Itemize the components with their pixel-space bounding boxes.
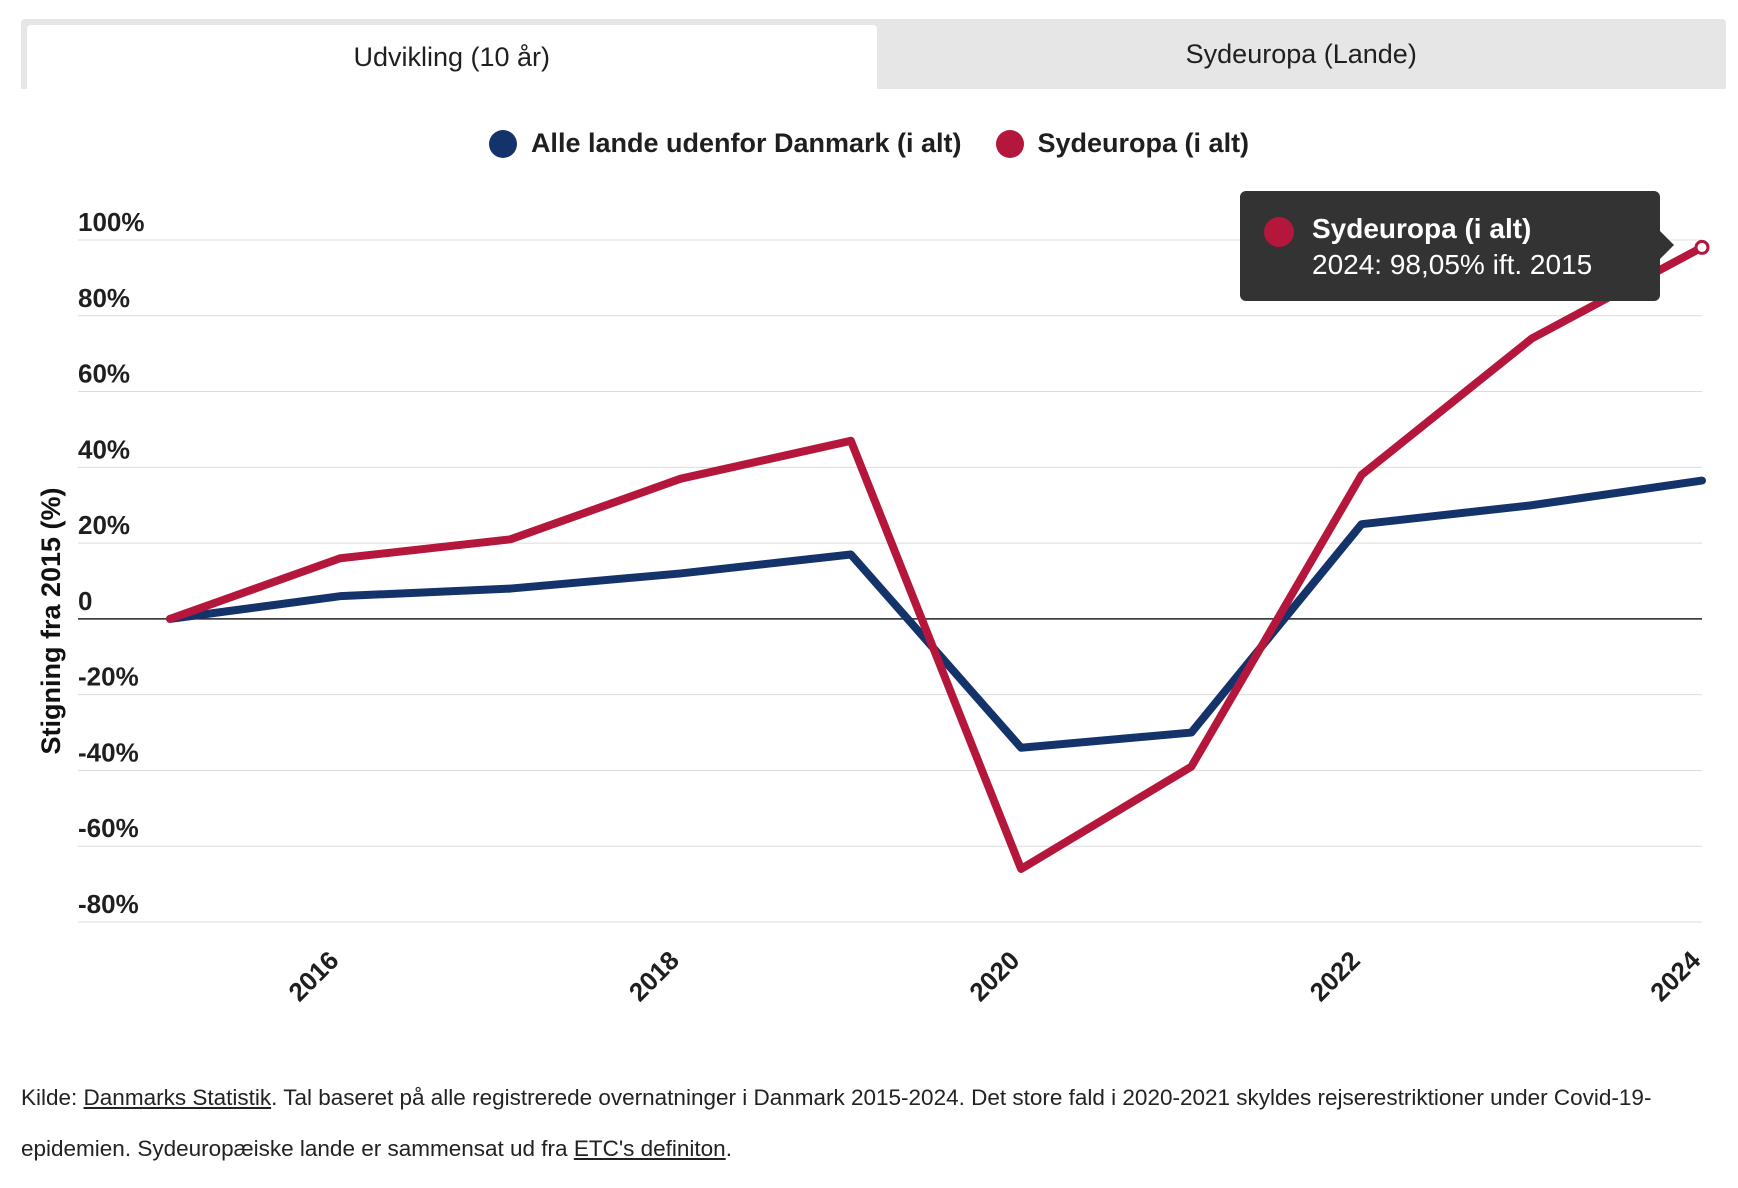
danmarks-statistik-link[interactable]: Danmarks Statistik: [83, 1085, 272, 1110]
chart-legend: Alle lande udenfor Danmark (i alt) Sydeu…: [0, 128, 1738, 159]
legend-label-alle-lande: Alle lande udenfor Danmark (i alt): [530, 128, 962, 158]
source-text: . Tal baseret på alle registrerede overn…: [21, 1085, 1652, 1161]
highlighted-point[interactable]: [1694, 239, 1710, 255]
chart-series: [166, 239, 1710, 873]
tab-bar: Udvikling (10 år) Sydeuropa (Lande): [21, 19, 1726, 89]
x-tick-label: 2018: [623, 945, 685, 1007]
y-tick-label: -80%: [78, 889, 139, 919]
legend-marker-sydeuropa: [995, 129, 1024, 158]
legend-label-sydeuropa: Sydeuropa (i alt): [1037, 128, 1250, 158]
y-axis-title: Stigning fra 2015 (%): [36, 487, 66, 754]
y-axis-ticks: 100% 80% 60% 40% 20% 0 -20% -40% -60% -80%: [78, 207, 145, 919]
source-note: Kilde: Danmarks Statistik. Tal baseret p…: [21, 1072, 1721, 1174]
legend-marker-alle-lande: [488, 129, 517, 158]
etc-definition-link[interactable]: ETC's definiton: [573, 1136, 726, 1161]
tab-sydeuropa-lande[interactable]: Sydeuropa (Lande): [1185, 38, 1417, 69]
y-tick-label: 80%: [78, 283, 130, 313]
source-prefix: Kilde:: [21, 1085, 84, 1110]
series-line-sydeuropa[interactable]: [166, 243, 1706, 873]
tooltip-marker: [1264, 217, 1294, 247]
y-tick-label: -20%: [78, 662, 139, 692]
x-tick-label: 2020: [963, 945, 1025, 1007]
y-tick-label: 100%: [78, 207, 145, 237]
legend-item-sydeuropa[interactable]: Sydeuropa (i alt): [995, 128, 1250, 159]
chart-tooltip: Sydeuropa (i alt) 2024: 98,05% ift. 2015: [1240, 191, 1674, 301]
x-tick-label: 2016: [282, 945, 344, 1007]
y-tick-label: -40%: [78, 737, 139, 767]
y-tick-label: -60%: [78, 813, 139, 843]
tooltip-title: Sydeuropa (i alt): [1312, 213, 1532, 244]
y-tick-label: 20%: [78, 510, 130, 540]
x-axis-ticks: 2016 2018 2020 2022 2024: [282, 945, 1706, 1007]
y-tick-label: 60%: [78, 359, 130, 389]
y-tick-label: 40%: [78, 434, 130, 464]
x-tick-label: 2024: [1644, 945, 1706, 1007]
source-suffix: .: [725, 1136, 732, 1161]
grid-lines: [78, 239, 1702, 923]
tooltip-value: 2024: 98,05% ift. 2015: [1312, 249, 1593, 280]
x-tick-label: 2022: [1304, 945, 1366, 1007]
legend-item-alle-lande[interactable]: Alle lande udenfor Danmark (i alt): [488, 128, 962, 159]
line-chart: 100%80%60%40%20%0-20%-40%-60%-80% 2016 20…: [36, 207, 1710, 1007]
series-line-alle-lande[interactable]: [166, 476, 1706, 752]
y-tick-label: 0: [78, 586, 92, 616]
tab-udvikling[interactable]: Udvikling (10 år): [27, 25, 877, 89]
